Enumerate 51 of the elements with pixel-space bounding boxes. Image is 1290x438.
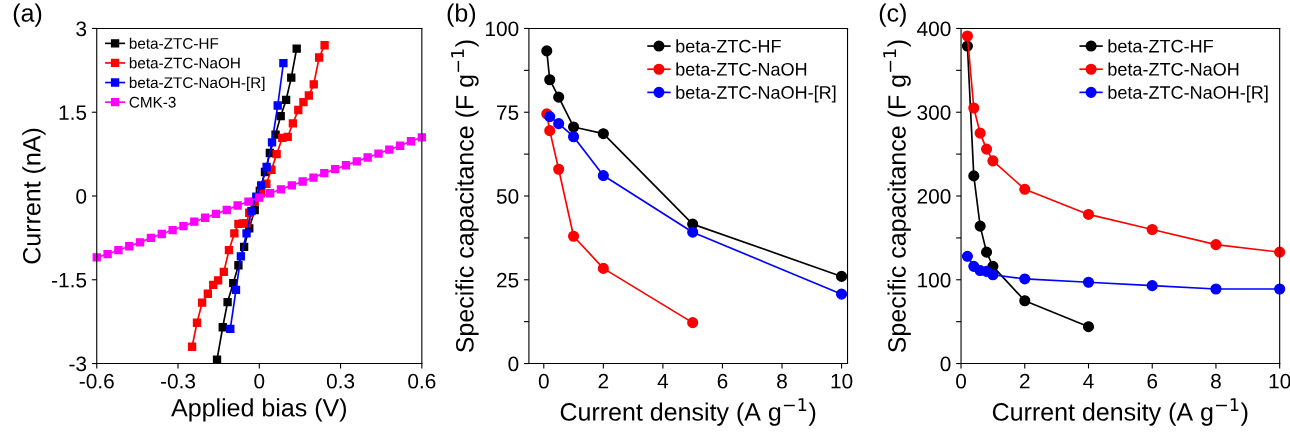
x-axis-title: Current density (A g$^{−1}$)	[560, 398, 816, 426]
legend-label: beta-ZTC-NaOH	[129, 57, 240, 69]
legend-label: beta-ZTC-NaOH-[R]	[676, 85, 836, 103]
x-axis-title: Applied bias (V)	[171, 398, 346, 422]
y-tick-label: 0	[940, 356, 951, 372]
y-axis-title: Current (nA)	[22, 128, 46, 264]
chart-title: (c)	[879, 3, 906, 27]
y-tick-label: 75	[497, 105, 519, 120]
legend-label: beta-ZTC-NaOH-[R]	[1108, 85, 1268, 103]
y-tick-label: 50	[496, 189, 519, 204]
x-tick-label: -0.6	[79, 373, 114, 389]
x-tick-label: 0.6	[408, 373, 436, 389]
y-tick-label: 100	[486, 21, 519, 37]
y-tick-label: 100	[918, 272, 951, 288]
x-tick-label: 4	[657, 374, 669, 389]
legend-label: beta-ZTC-NaOH	[1108, 62, 1239, 76]
x-tick-label: 8	[777, 373, 787, 389]
x-tick-label: 0	[956, 373, 967, 389]
chart-title: (a)	[13, 3, 42, 27]
y-tick-label: -1.5	[52, 272, 87, 288]
y-tick-label: 300	[917, 105, 951, 120]
y-tick-label: 0	[76, 189, 87, 204]
x-tick-label: 2	[598, 373, 609, 389]
x-tick-label: 10	[1269, 373, 1290, 389]
legend-label: beta-ZTC-HF	[129, 37, 219, 49]
y-axis-title: Specific capacitance (F g$^{−1}$)	[883, 40, 911, 353]
legend-label: beta-ZTC-NaOH-[R]	[129, 76, 265, 92]
legend-label: CMK-3	[129, 96, 176, 108]
y-tick-label: 200	[917, 189, 951, 204]
legend-label: beta-ZTC-NaOH	[676, 62, 807, 76]
y-tick-label: 0	[508, 356, 519, 372]
y-tick-label: 1.5	[59, 105, 87, 120]
x-tick-label: 0.3	[326, 373, 355, 389]
chart-title: (b)	[447, 3, 476, 27]
x-tick-label: -0.3	[161, 373, 196, 389]
y-tick-label: 25	[497, 272, 519, 288]
legend-label: beta-ZTC-HF	[676, 39, 781, 53]
x-tick-label: 0	[538, 373, 549, 389]
y-tick-label: 400	[917, 21, 951, 37]
x-tick-label: 6	[1147, 373, 1158, 389]
x-tick-label: 2	[1020, 373, 1030, 389]
x-tick-label: 8	[1211, 373, 1221, 389]
x-tick-label: 10	[831, 373, 853, 389]
x-axis-title: Current density (A g$^{−1}$)	[992, 398, 1248, 426]
x-tick-label: 6	[717, 373, 728, 389]
y-tick-label: 3	[76, 21, 87, 37]
y-tick-label: -3	[69, 356, 87, 372]
legend-label: beta-ZTC-HF	[1108, 39, 1213, 53]
y-axis-title: Specific capacitance (F g$^{−1}$)	[451, 40, 479, 353]
x-tick-label: 0	[254, 373, 265, 389]
x-tick-label: 4	[1083, 374, 1094, 389]
